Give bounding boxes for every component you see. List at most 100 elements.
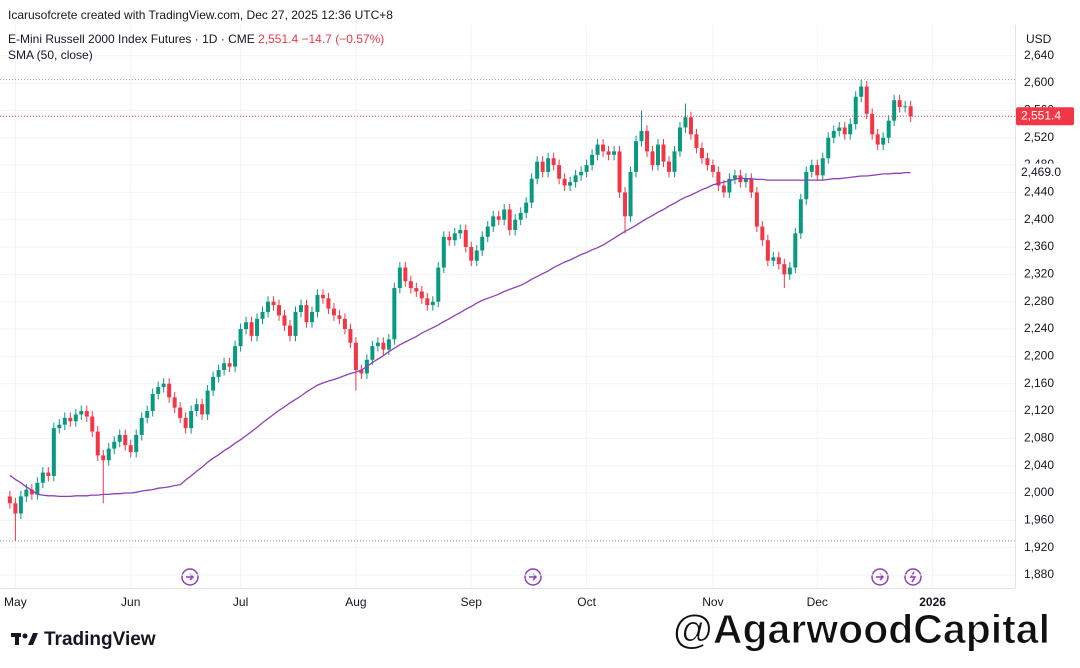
candle-body [255,318,260,336]
candle-body [375,342,380,347]
candle-body [655,144,660,166]
candle-body [705,158,710,166]
candle-body [886,120,891,138]
y-tick-label: 2,360 [1024,239,1054,253]
candle-body [859,86,864,97]
candle-body [826,137,831,159]
candle-body [62,417,67,425]
candle-body [771,257,776,261]
y-tick-label: 2,120 [1024,403,1054,417]
candle-body [370,346,375,360]
price-tag [1016,107,1074,126]
candle-body [117,434,122,442]
candle-body [189,411,194,429]
candle-body [57,424,62,429]
candle-body [419,291,424,299]
candle-body [716,171,721,186]
y-tick-label: 2,320 [1024,267,1054,281]
x-tick-label: Jun [121,595,140,609]
candle-body [831,130,836,138]
candle-body [562,178,567,186]
candle-body [441,236,446,268]
candle-body [40,472,45,483]
candle-body [79,411,84,415]
candle-body [480,236,485,251]
brand: TradingView [44,629,156,650]
candle-body [320,294,325,299]
candle-body [650,151,655,166]
candle-body [557,165,562,179]
candle-body [639,130,644,142]
candle-body [743,178,748,183]
candle-body [430,301,435,306]
candle-body [161,383,166,388]
y-tick-label: 2,600 [1024,75,1054,89]
candle-body [760,226,765,241]
candle-body [282,315,287,326]
candle-body [425,298,430,306]
candle-body [13,503,18,514]
x-tick-label: Sep [461,595,483,609]
candle-body [293,311,298,336]
candle-body [870,113,875,135]
candle-body [123,434,128,446]
candle-body [683,117,688,128]
y-tick-label: 2,440 [1024,185,1054,199]
y-tick-label: 2,240 [1024,321,1054,335]
candle-body [353,342,358,371]
candle-body [183,417,188,429]
candle-body [694,134,699,148]
candle-body [128,445,133,453]
candle-body [18,496,23,514]
candle-body [309,311,314,323]
plot [0,25,1015,588]
tv-logo [11,633,38,645]
candle-body [710,165,715,172]
candle-body [436,267,441,302]
candle-body [782,264,787,275]
candle-body [414,288,419,292]
candle-body [535,161,540,179]
y-tick-label: 2,200 [1024,349,1054,363]
candle-body [260,311,265,319]
candle-body [496,216,501,220]
candle-body [101,455,106,461]
candle-body [46,472,51,476]
x-tick-label: Jul [233,595,248,609]
y-tick-label: 2,640 [1024,48,1054,62]
y-tick-label: 2,280 [1024,294,1054,308]
candle-body [304,305,309,323]
y-tick-label: 1,920 [1024,540,1054,554]
candle-body [222,363,227,371]
candle-body [892,100,897,121]
y-tick-label: 2,040 [1024,458,1054,472]
candle-body [397,267,402,289]
candle-body [815,165,820,176]
candle-body [298,305,303,312]
y-tick-label: 2,160 [1024,376,1054,390]
candle-body [727,178,732,193]
y-tick-label: 2,400 [1024,212,1054,226]
y-tick-label: 2,520 [1024,130,1054,144]
candle-body [386,339,391,350]
candle-body [738,175,743,183]
candle-body [672,151,677,172]
x-tick-label: May [4,595,27,609]
candle-body [288,325,292,336]
candle-body [216,370,221,377]
candle-body [271,301,276,306]
candle-body [485,226,490,237]
indicator: SMA (50, close) [8,48,93,62]
candle-body [881,137,886,145]
candle-body [84,411,89,417]
price-tag [1016,163,1074,182]
x-tick-label: Dec [807,595,828,609]
candle-body [463,229,468,248]
candle-body [804,171,809,200]
last-price: 2,551.4 [258,32,299,46]
candle-body [233,346,238,367]
candle-body [513,219,518,230]
candle-body [617,151,622,193]
candle-body [623,192,628,217]
